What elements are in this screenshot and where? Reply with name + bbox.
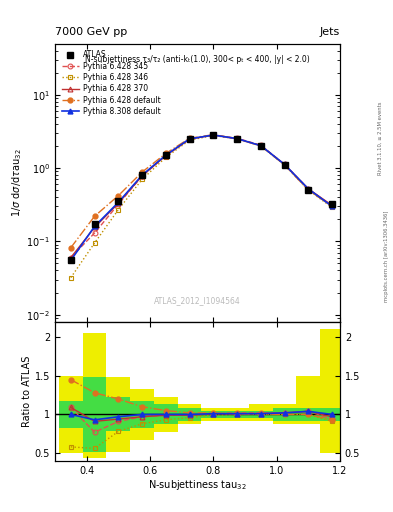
X-axis label: N-subjettiness tau$_{32}$: N-subjettiness tau$_{32}$ [148,478,247,493]
Legend: ATLAS, Pythia 6.428 345, Pythia 6.428 346, Pythia 6.428 370, Pythia 6.428 defaul: ATLAS, Pythia 6.428 345, Pythia 6.428 34… [59,47,163,119]
Text: Rivet 3.1.10, ≥ 2.5M events: Rivet 3.1.10, ≥ 2.5M events [378,101,383,175]
Text: mcplots.cern.ch [arXiv:1306.3436]: mcplots.cern.ch [arXiv:1306.3436] [384,210,389,302]
Text: ATLAS_2012_I1094564: ATLAS_2012_I1094564 [154,296,241,305]
Y-axis label: 1/$\sigma$ d$\sigma$/d$\tau$au$_{32}$: 1/$\sigma$ d$\sigma$/d$\tau$au$_{32}$ [10,148,24,217]
Text: 7000 GeV pp: 7000 GeV pp [55,27,127,37]
Text: N-subjettiness τ₃/τ₂ (anti-kₜ(1.0), 300< pₜ < 400, |y| < 2.0): N-subjettiness τ₃/τ₂ (anti-kₜ(1.0), 300<… [85,55,310,63]
Y-axis label: Ratio to ATLAS: Ratio to ATLAS [22,355,32,427]
Text: Jets: Jets [320,27,340,37]
